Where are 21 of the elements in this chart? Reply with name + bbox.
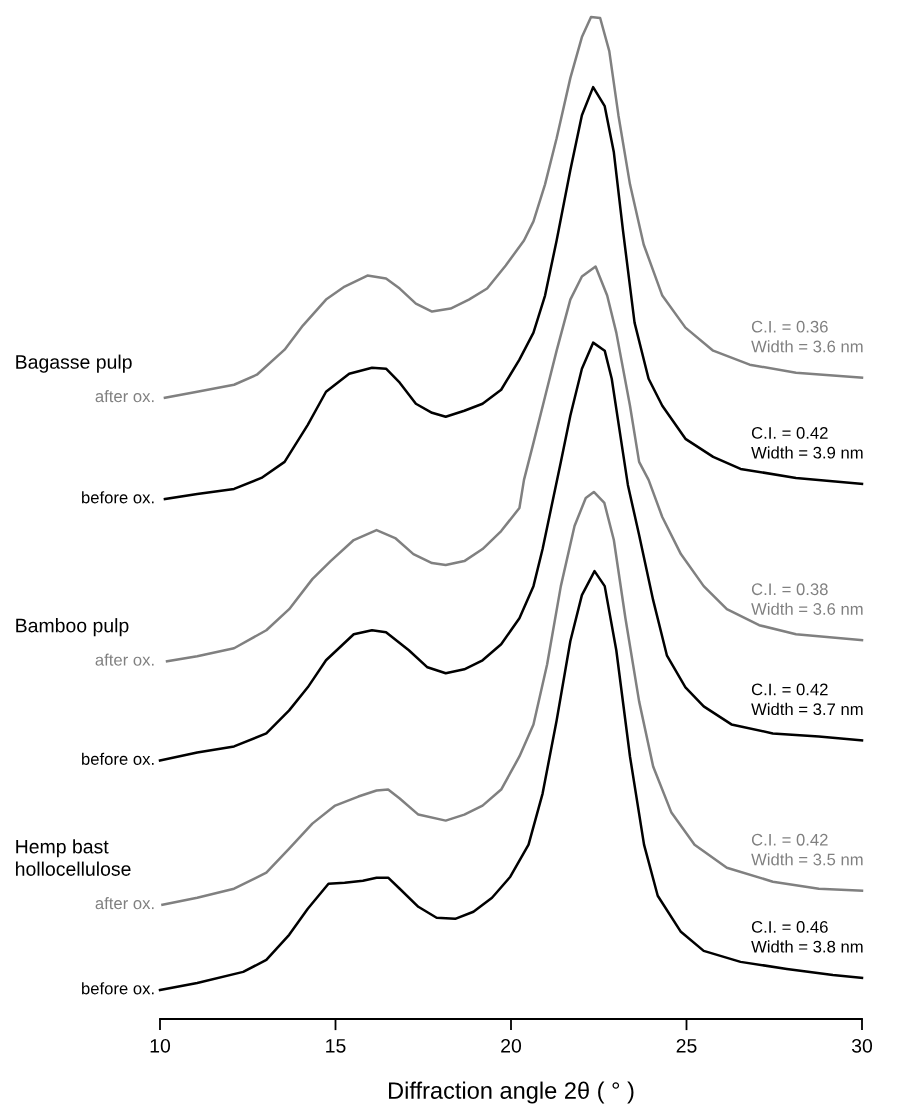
series-label: before ox. [82, 982, 154, 995]
series-label: before ox. [82, 752, 154, 765]
x-tick-label: 30 [851, 1038, 873, 1053]
x-tick-label: 10 [150, 1038, 171, 1053]
annotation: C.I. = 0.36 Width = 3.6 nm [751, 320, 863, 353]
series-label: after ox. [95, 897, 154, 910]
x-tick-label: 15 [326, 1039, 346, 1053]
x-axis-title: Diffraction angle 2θ ( ° ) [389, 1081, 634, 1104]
x-tick-label: 20 [501, 1038, 522, 1053]
series-label: after ox. [95, 390, 154, 403]
text: Hemp bast hollocellulose [16, 839, 131, 876]
annotation: C.I. = 0.42 Width = 3.5 nm [751, 833, 863, 866]
series-label: before ox. [82, 491, 154, 504]
text: Bamboo pulp [16, 618, 129, 637]
text: Bagasse pulp [16, 354, 132, 373]
annotation: C.I. = 0.42 Width = 3.7 nm [751, 683, 863, 716]
annotation: C.I. = 0.46 Width = 3.8 nm [751, 921, 863, 953]
x-tick-label: 25 [676, 1038, 697, 1053]
annotation: C.I. = 0.38 Width = 3.6 nm [751, 583, 863, 615]
annotation: C.I. = 0.42 Width = 3.9 nm [751, 427, 863, 459]
series-label: after ox. [95, 653, 154, 666]
